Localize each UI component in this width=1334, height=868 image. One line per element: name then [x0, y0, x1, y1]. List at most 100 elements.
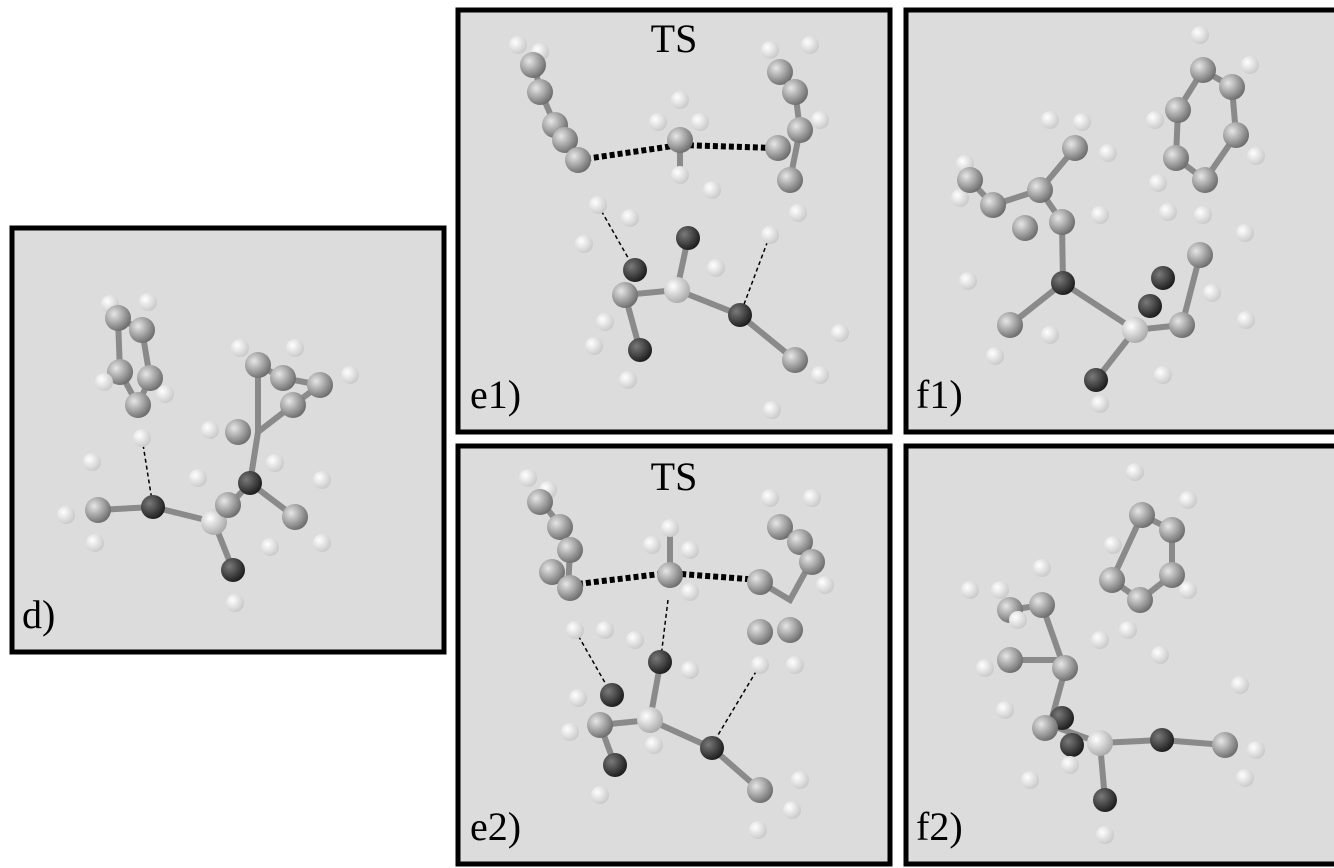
atom — [1127, 587, 1153, 613]
atom — [811, 366, 829, 384]
panel-frame — [458, 446, 890, 864]
atom — [700, 736, 724, 760]
atom — [527, 489, 553, 515]
atom — [238, 471, 262, 495]
panel-e2: TS e2) — [458, 446, 890, 864]
atom — [139, 293, 157, 311]
atom — [664, 277, 690, 303]
atom — [1073, 113, 1091, 131]
atom — [1012, 215, 1038, 241]
atom — [957, 167, 983, 193]
atom — [156, 385, 174, 403]
atom — [215, 492, 241, 518]
atom — [1150, 728, 1174, 752]
atom — [557, 575, 583, 601]
atom — [997, 312, 1023, 338]
atom — [105, 305, 131, 331]
panel-frame — [906, 446, 1334, 864]
atom — [1151, 646, 1169, 664]
atom — [527, 79, 553, 105]
atom — [1236, 769, 1254, 787]
atom — [95, 373, 113, 391]
atom — [667, 127, 693, 153]
atom — [681, 541, 699, 559]
atom — [1241, 56, 1259, 74]
atom — [1194, 206, 1212, 224]
atom — [141, 495, 165, 519]
atom — [1009, 611, 1027, 629]
atom — [557, 537, 583, 563]
atom — [245, 352, 271, 378]
atom — [1052, 655, 1078, 681]
atom — [133, 429, 151, 447]
atom — [1122, 317, 1148, 343]
atom — [747, 619, 773, 645]
atom — [341, 366, 359, 384]
atom — [707, 259, 725, 277]
atom — [649, 113, 667, 131]
panel-label: f1) — [916, 372, 963, 417]
atom — [761, 489, 779, 507]
atom — [1087, 730, 1113, 756]
atom — [1159, 203, 1177, 221]
atom — [1190, 57, 1216, 83]
atom — [816, 576, 834, 594]
atom — [612, 282, 638, 308]
atom — [1247, 147, 1265, 165]
atom — [648, 650, 672, 674]
atom — [783, 801, 801, 819]
atom — [226, 594, 244, 612]
atom — [1062, 135, 1088, 161]
atom — [980, 192, 1006, 218]
atom — [587, 712, 613, 738]
atom — [1179, 491, 1197, 509]
atom — [603, 753, 627, 777]
atom — [1247, 741, 1265, 759]
atom — [703, 181, 721, 199]
atom — [747, 569, 773, 595]
atom — [1151, 266, 1175, 290]
atom — [777, 167, 803, 193]
atom — [509, 36, 527, 54]
atom — [591, 786, 609, 804]
atom — [619, 371, 637, 389]
atom — [270, 365, 296, 391]
atom — [261, 538, 279, 556]
atom — [747, 777, 773, 803]
atom — [307, 372, 333, 398]
panel-e1: TS e1) — [458, 10, 890, 432]
panel-f1: f1) — [906, 10, 1334, 432]
atom — [125, 392, 151, 418]
atom — [1203, 284, 1221, 302]
atom — [1051, 271, 1075, 295]
atom — [1041, 111, 1059, 129]
atom — [547, 514, 573, 540]
atom — [137, 365, 163, 391]
atom — [1231, 676, 1249, 694]
atom — [643, 536, 661, 554]
atom — [569, 689, 587, 707]
atom — [1187, 242, 1213, 268]
atom — [83, 453, 101, 471]
atom — [231, 339, 249, 357]
atom — [1212, 732, 1238, 758]
atom — [1021, 771, 1039, 789]
atom — [803, 489, 821, 507]
atom — [596, 313, 614, 331]
atom — [681, 661, 699, 679]
atom — [280, 392, 306, 418]
panel-title: TS — [651, 16, 698, 61]
atom — [1027, 177, 1053, 203]
atom — [282, 504, 308, 530]
atom — [787, 117, 813, 143]
atom — [786, 656, 804, 674]
atom — [1093, 788, 1117, 812]
panel-title: TS — [651, 454, 698, 499]
atom — [201, 421, 219, 439]
atom — [986, 347, 1004, 365]
atom — [671, 166, 689, 184]
atom — [520, 52, 546, 78]
atom — [1032, 715, 1058, 741]
panel-label: d) — [22, 592, 55, 637]
atom — [1191, 26, 1209, 44]
